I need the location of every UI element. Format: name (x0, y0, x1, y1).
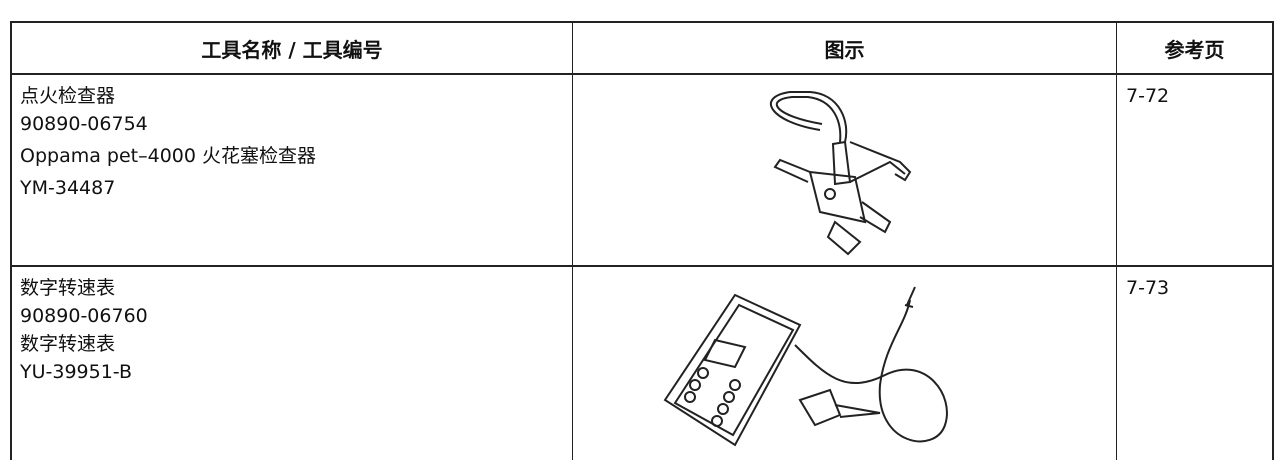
tool-illustration (663, 286, 948, 447)
tool-illustration (769, 91, 912, 256)
tool-cell: 数字转速表 90890-06760 数字转速表 YU-39951-B (20, 274, 148, 386)
text-line: YU-39951-B (20, 361, 133, 383)
text-line: Oppama pet–4000 火花塞检查器 (20, 145, 317, 167)
border (10, 21, 12, 460)
border (1272, 21, 1274, 460)
border (10, 265, 1274, 267)
border (10, 73, 1274, 75)
text-line: YM-34487 (20, 177, 116, 199)
text-line: 90890-06754 (20, 113, 148, 135)
text-line: 点火检查器 (20, 85, 116, 107)
tool-cell: 点火检查器 90890-06754 Oppama pet–4000 火花塞检查器… (20, 82, 316, 202)
header-cell: 工具名称 / 工具编号 (201, 37, 383, 62)
ref-cell: 7-73 (1126, 277, 1170, 299)
header-cell: 图示 (824, 37, 865, 62)
border (10, 21, 1274, 23)
border (572, 21, 573, 460)
text-line: 90890-06760 (20, 305, 148, 327)
text-line: 数字转速表 (20, 333, 116, 355)
header-cell: 参考页 (1164, 37, 1225, 62)
border (1116, 21, 1117, 460)
ref-cell: 7-72 (1126, 85, 1170, 107)
text-line: 数字转速表 (20, 277, 116, 299)
